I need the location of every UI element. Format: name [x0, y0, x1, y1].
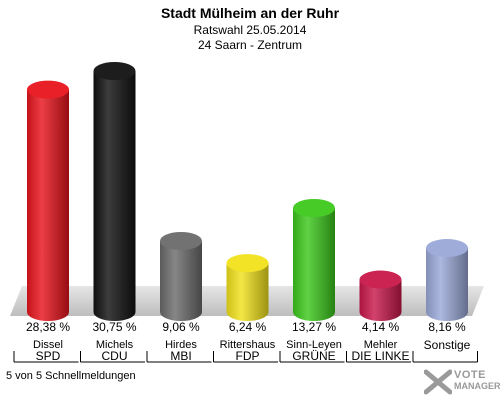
- bar-top: [359, 270, 402, 289]
- party-label: FDP: [236, 349, 260, 363]
- bar-body: [293, 207, 335, 321]
- bar-body: [160, 240, 202, 321]
- value-label: 28,38 %: [26, 320, 70, 334]
- chart-title: Stadt Mülheim an der Ruhr: [160, 5, 340, 21]
- votemanager-logo: VOTE MANAGER: [424, 366, 500, 396]
- checkmark-icon: [424, 369, 452, 395]
- bar-top: [93, 62, 136, 80]
- value-label: 13,27 %: [292, 320, 336, 334]
- bar-die-linke: [359, 270, 402, 321]
- bar-top: [226, 254, 269, 273]
- value-label: 9,06 %: [162, 320, 200, 334]
- candidate-label: Mehler: [364, 339, 398, 351]
- bar-top: [27, 80, 69, 99]
- bar-body: [426, 248, 468, 321]
- report-status: 5 von 5 Schnellmeldungen: [6, 370, 136, 382]
- value-label: 4,14 %: [362, 320, 400, 334]
- party-label: Sonstige: [424, 338, 471, 352]
- bar-mbi: [160, 231, 202, 321]
- candidate-label: Dissel: [33, 339, 63, 351]
- party-label: SPD: [36, 349, 61, 363]
- party-label: GRÜNE: [292, 349, 335, 363]
- bar-grüne: [293, 198, 335, 321]
- bar-top: [293, 198, 335, 217]
- candidate-label: Sinn-Leyen: [286, 339, 342, 351]
- bar-fdp: [226, 254, 269, 321]
- logo-text-manager: MANAGER: [454, 381, 500, 391]
- bar-body: [226, 263, 269, 321]
- candidate-label: Hirdes: [165, 339, 197, 351]
- bar-body: [27, 89, 69, 321]
- bar-sonstige: [426, 239, 468, 321]
- candidate-label: Michels: [96, 339, 134, 351]
- bar-top: [160, 231, 202, 250]
- candidate-label: Rittershaus: [220, 339, 276, 351]
- bar-top: [426, 239, 468, 258]
- value-label: 8,16 %: [428, 320, 466, 334]
- party-label: MBI: [170, 349, 191, 363]
- value-label: 6,24 %: [229, 320, 267, 334]
- bar-spd: [27, 80, 69, 321]
- party-label: CDU: [102, 349, 128, 363]
- value-label: 30,75 %: [92, 320, 136, 334]
- party-label: DIE LINKE: [351, 349, 409, 363]
- bar-body: [359, 279, 402, 321]
- bar-cdu: [93, 62, 136, 321]
- bar-body: [93, 71, 136, 321]
- election-date: Ratswahl 25.05.2014: [193, 23, 307, 37]
- logo-text-vote: VOTE: [454, 369, 486, 381]
- district-name: 24 Saarn - Zentrum: [197, 38, 303, 52]
